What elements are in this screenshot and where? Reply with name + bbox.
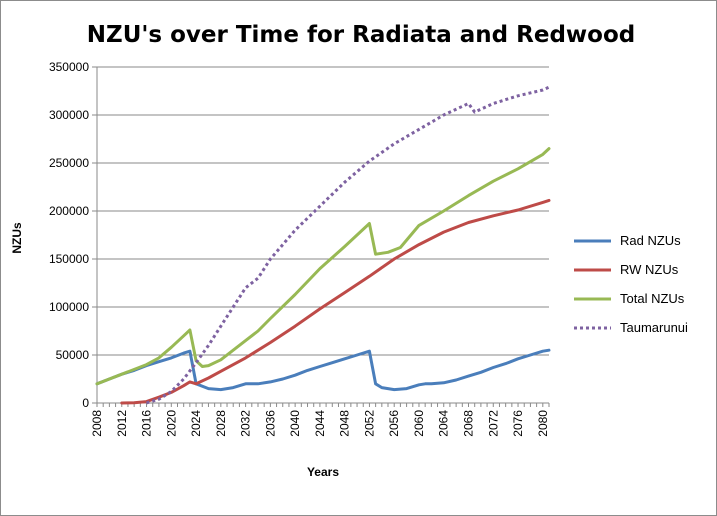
x-tick-label: 2072 [486, 410, 500, 437]
series-line-total-nzus [95, 147, 551, 386]
y-tick-label: 200000 [49, 204, 89, 218]
x-tick-label: 2008 [90, 410, 104, 437]
legend-label: Taumarunui [620, 320, 688, 335]
x-tick-label: 2032 [239, 410, 253, 437]
chart-title: NZU's over Time for Radiata and Redwood [87, 22, 635, 48]
series-line-taumarunui [146, 85, 550, 405]
legend-label: Total NZUs [620, 291, 685, 306]
y-tick-label: 150000 [49, 252, 89, 266]
y-tick-label: 50000 [56, 348, 90, 362]
y-tick-label: 250000 [49, 156, 89, 170]
legend-label: RW NZUs [620, 262, 679, 277]
x-tick-label: 2016 [140, 410, 154, 437]
x-tick-label: 2040 [288, 410, 302, 437]
x-tick-label: 2064 [437, 410, 451, 437]
series-line-rad-nzus [95, 348, 551, 392]
x-tick-label: 2036 [263, 410, 277, 437]
x-tick-label: 2060 [412, 410, 426, 437]
x-tick-label: 2020 [164, 410, 178, 437]
x-tick-label: 2076 [511, 410, 525, 437]
gridlines [97, 66, 549, 356]
series-line-rw-nzus [120, 198, 551, 405]
y-tick-label: 0 [82, 396, 89, 410]
y-axis-label: NZUs [10, 222, 24, 254]
y-tick-label: 300000 [49, 108, 89, 122]
x-tick-label: 2080 [536, 410, 550, 437]
x-tick-label: 2068 [462, 410, 476, 437]
x-tick-label: 2028 [214, 410, 228, 437]
y-tick-label: 100000 [49, 300, 89, 314]
x-tick-label: 2052 [362, 410, 376, 437]
plot-area [95, 85, 551, 405]
x-axis-label: Years [307, 465, 339, 479]
x-tick-label: 2024 [189, 410, 203, 437]
x-tick-label: 2056 [387, 410, 401, 437]
x-tick-label: 2048 [338, 410, 352, 437]
y-tick-label: 350000 [49, 60, 89, 74]
x-tick-label: 2044 [313, 410, 327, 437]
legend: Rad NZUs RW NZUs Total NZUs Taumarunui [574, 233, 688, 335]
x-tick-label: 2012 [115, 410, 129, 437]
axes: 0 50000 100000 150000 200000 250000 300000 3500… [49, 60, 550, 437]
legend-label: Rad NZUs [620, 233, 681, 248]
